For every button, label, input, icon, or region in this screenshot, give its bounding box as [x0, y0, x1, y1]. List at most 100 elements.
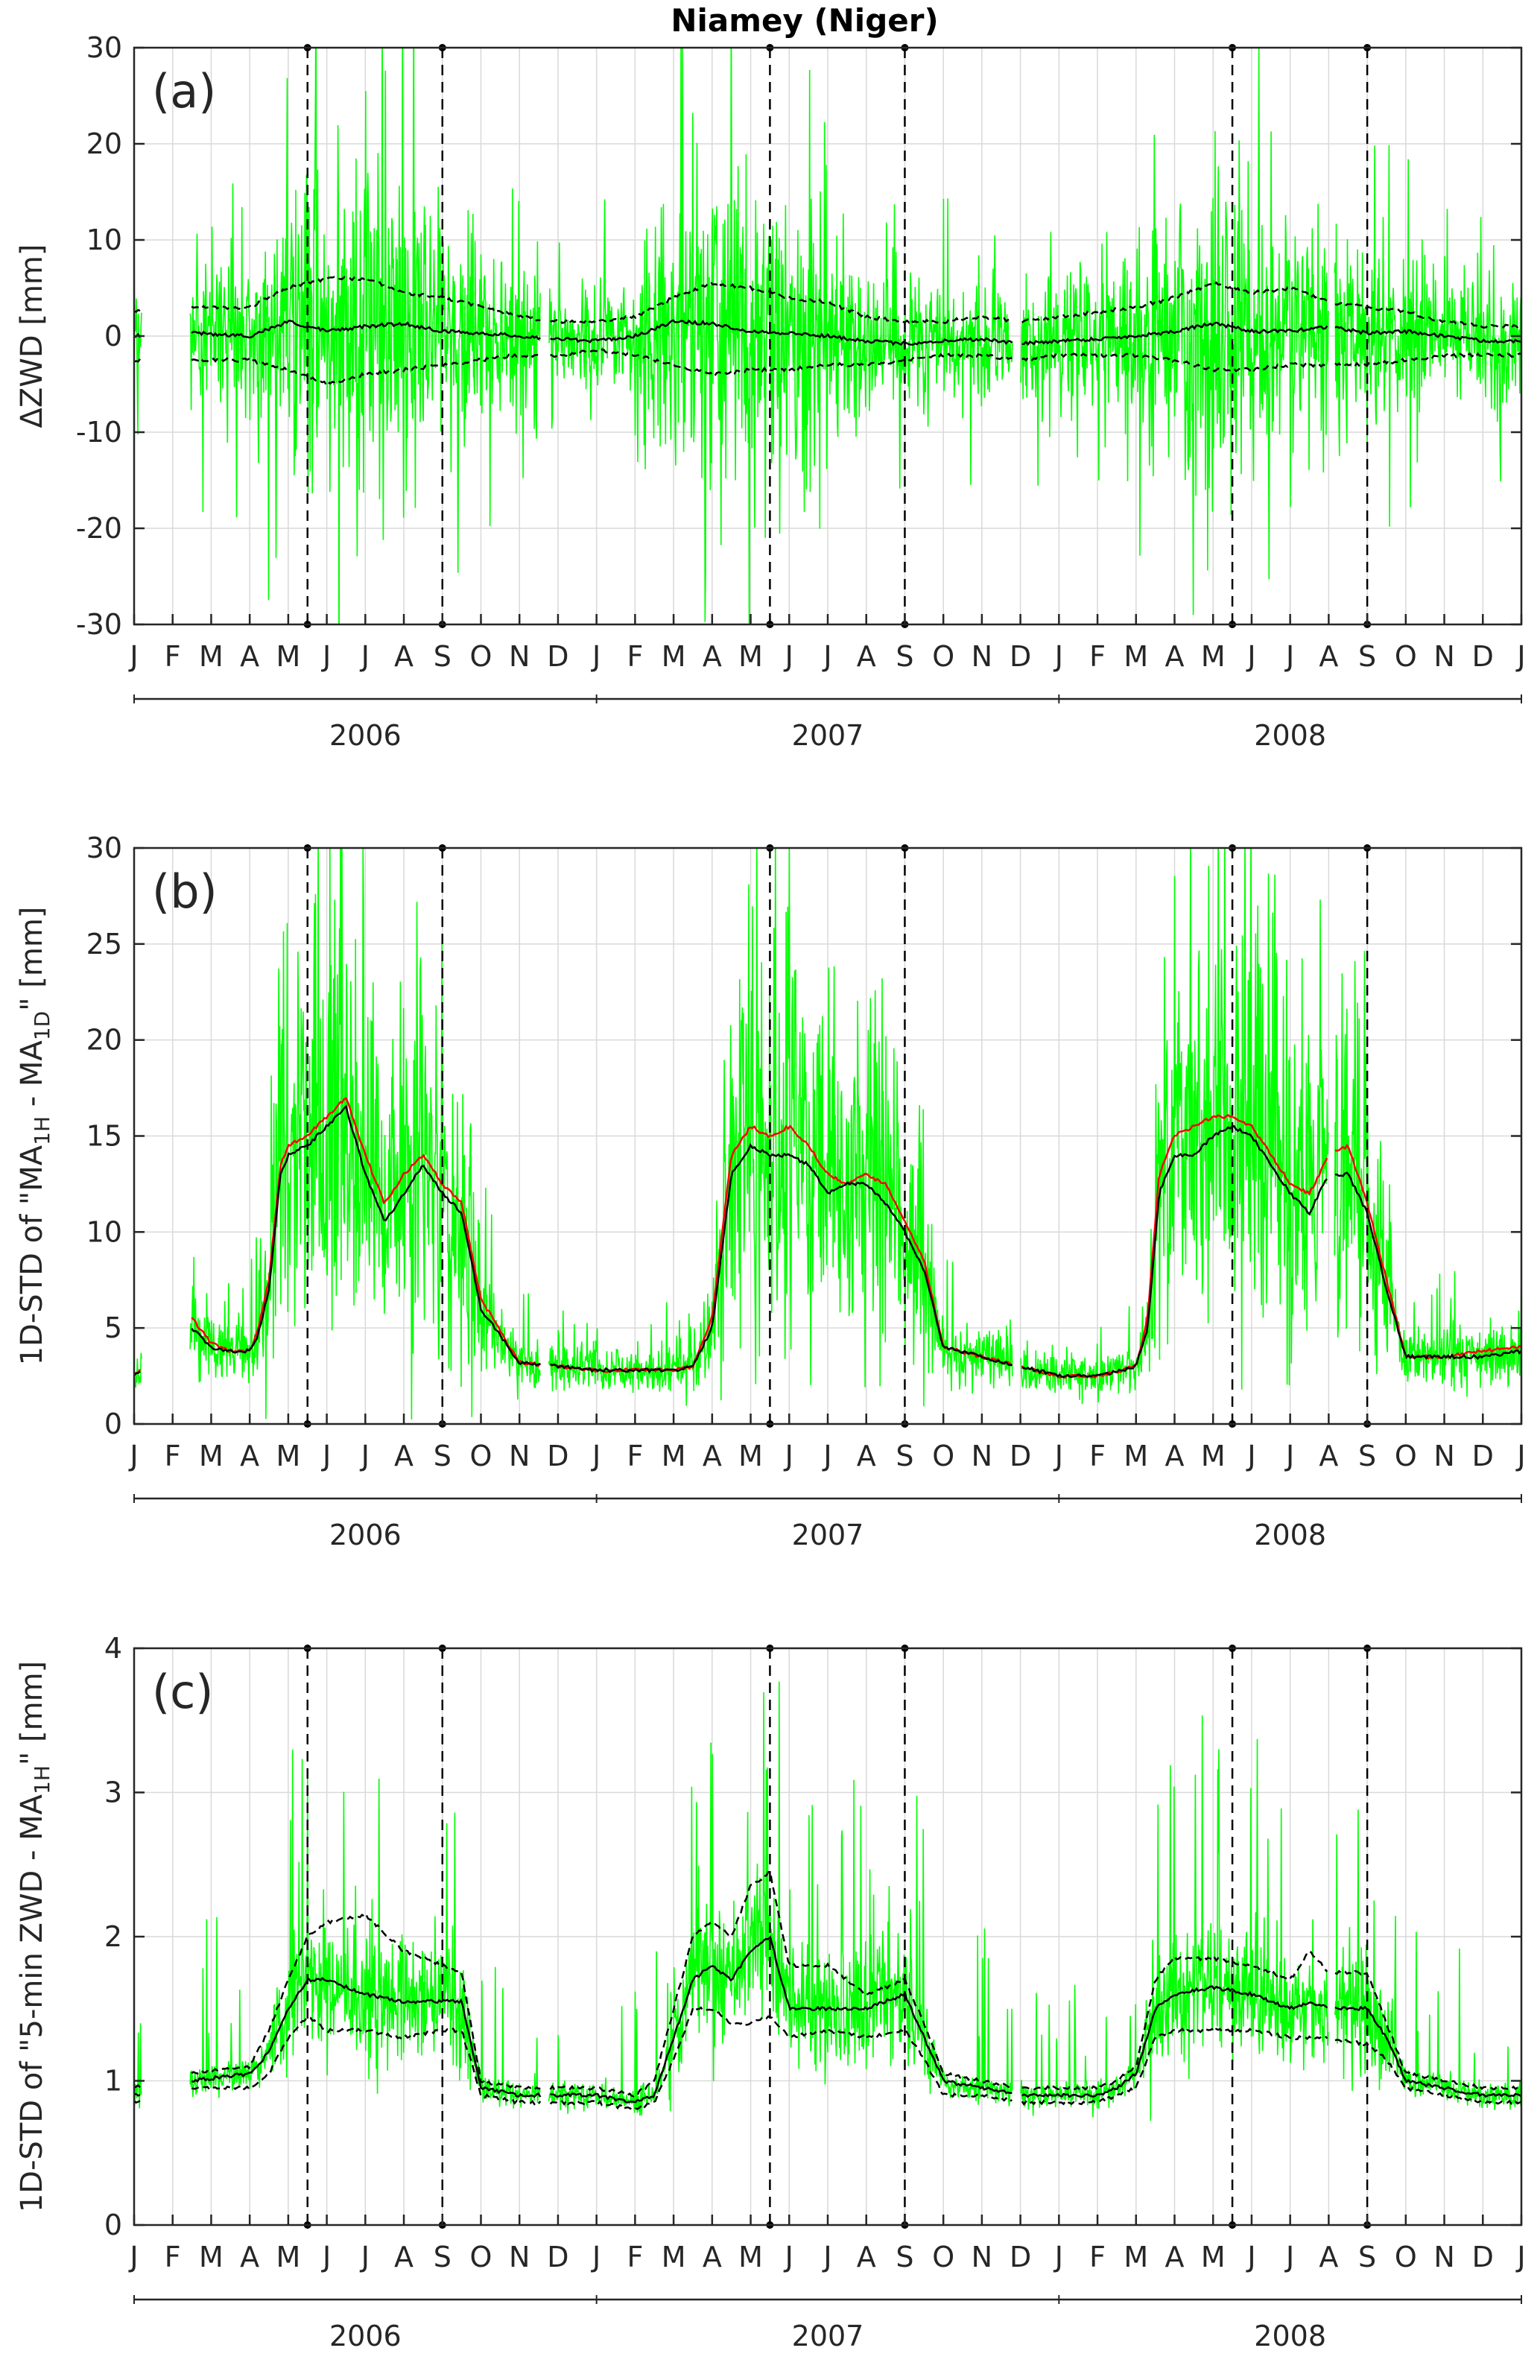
- panel-label: (b): [152, 864, 218, 919]
- x-tick-label: J: [1246, 1440, 1255, 1472]
- x-tick-label: A: [703, 2241, 722, 2273]
- x-tick-label: S: [1358, 2241, 1376, 2273]
- x-tick-label: M: [1124, 2241, 1148, 2273]
- x-tick-label: N: [972, 2241, 992, 2273]
- x-tick-label: J: [784, 640, 793, 673]
- y-tick-label: 0: [104, 1408, 122, 1440]
- y-tick-label: -10: [76, 416, 122, 449]
- x-tick-label: S: [434, 640, 451, 673]
- x-tick-label: D: [547, 640, 568, 673]
- x-tick-label: A: [857, 1440, 876, 1472]
- x-tick-label: M: [199, 1440, 224, 1472]
- x-tick-label: O: [932, 2241, 954, 2273]
- x-tick-label: J: [321, 2241, 331, 2273]
- raw-series: [134, 48, 1521, 624]
- lower-envelope-line: [134, 348, 1521, 387]
- x-tick-label: M: [662, 2241, 686, 2273]
- x-tick-label: S: [1358, 640, 1376, 673]
- x-tick-label: J: [1053, 2241, 1063, 2273]
- x-tick-label: A: [703, 1440, 722, 1472]
- x-tick-label: M: [199, 2241, 224, 2273]
- x-tick-label: M: [1124, 1440, 1148, 1472]
- y-tick-label: 0: [104, 320, 122, 352]
- x-tick-label: M: [276, 640, 300, 673]
- x-tick-label: J: [1053, 640, 1063, 673]
- x-tick-label: F: [1089, 1440, 1106, 1472]
- x-tick-label: A: [240, 2241, 259, 2273]
- x-tick-label: O: [470, 2241, 492, 2273]
- x-tick-label: J: [1246, 2241, 1255, 2273]
- x-tick-label: F: [165, 1440, 181, 1472]
- y-tick-label: -20: [76, 512, 122, 545]
- year-label: 2007: [792, 2320, 864, 2352]
- x-tick-label: D: [1010, 640, 1031, 673]
- x-tick-label: J: [128, 2241, 138, 2273]
- x-tick-label: S: [1358, 1440, 1376, 1472]
- x-tick-label: N: [509, 2241, 530, 2273]
- x-tick-label: D: [1472, 640, 1494, 673]
- x-tick-label: J: [784, 1440, 793, 1472]
- plot-area: [134, 48, 1521, 624]
- x-tick-label: J: [360, 640, 370, 673]
- x-tick-label: A: [240, 640, 259, 673]
- x-tick-label: S: [896, 1440, 913, 1472]
- x-tick-label: F: [165, 640, 181, 673]
- x-tick-label: S: [896, 2241, 913, 2273]
- x-tick-label: O: [932, 1440, 954, 1472]
- x-tick-label: J: [128, 640, 138, 673]
- x-tick-label: M: [1124, 640, 1148, 673]
- y-tick-label: 30: [86, 31, 122, 64]
- x-tick-label: M: [276, 1440, 300, 1472]
- x-tick-label: J: [1515, 1440, 1525, 1472]
- panel-label: (c): [152, 1665, 213, 1719]
- y-tick-label: 15: [86, 1120, 122, 1153]
- x-tick-label: O: [1395, 2241, 1417, 2273]
- x-tick-label: A: [1319, 2241, 1338, 2273]
- x-tick-label: A: [1165, 1440, 1185, 1472]
- x-tick-label: A: [857, 640, 876, 673]
- x-tick-label: A: [857, 2241, 876, 2273]
- x-tick-label: M: [738, 640, 763, 673]
- year-label: 2006: [329, 1519, 402, 1551]
- x-tick-label: J: [1515, 640, 1525, 673]
- y-tick-label: 30: [86, 832, 122, 864]
- x-tick-label: J: [1246, 640, 1255, 673]
- x-tick-label: F: [1089, 2241, 1106, 2273]
- x-tick-label: M: [738, 2241, 763, 2273]
- y-tick-label: 3: [104, 1776, 122, 1809]
- y-tick-label: -30: [76, 608, 122, 641]
- year-label: 2008: [1254, 2320, 1326, 2352]
- x-tick-label: J: [822, 2241, 831, 2273]
- x-tick-label: N: [509, 1440, 530, 1472]
- x-tick-label: M: [1201, 640, 1226, 673]
- x-tick-label: F: [627, 640, 643, 673]
- x-tick-label: A: [1319, 1440, 1338, 1472]
- x-tick-label: N: [972, 1440, 992, 1472]
- x-tick-label: J: [1284, 1440, 1294, 1472]
- y-tick-label: 0: [104, 2209, 122, 2241]
- x-tick-label: O: [1395, 640, 1417, 673]
- x-tick-label: A: [1165, 640, 1185, 673]
- y-axis-label: 1D-STD of "MA1H - MA1D" [mm]: [15, 907, 54, 1366]
- x-tick-label: N: [1433, 640, 1454, 673]
- x-tick-label: J: [360, 1440, 370, 1472]
- year-label: 2007: [792, 719, 864, 752]
- x-tick-label: J: [822, 1440, 831, 1472]
- x-tick-label: S: [434, 2241, 451, 2273]
- x-tick-label: S: [434, 1440, 451, 1472]
- x-tick-label: M: [276, 2241, 300, 2273]
- y-tick-label: 10: [86, 1215, 122, 1248]
- x-tick-label: F: [165, 2241, 181, 2273]
- y-tick-label: 2: [104, 1920, 122, 1953]
- x-tick-label: N: [509, 640, 530, 673]
- x-tick-label: A: [394, 640, 413, 673]
- y-tick-label: 25: [86, 928, 122, 960]
- mean-line: [134, 1104, 1521, 1379]
- x-tick-label: N: [1433, 1440, 1454, 1472]
- y-tick-label: 4: [104, 1632, 122, 1665]
- x-tick-label: O: [932, 640, 954, 673]
- x-tick-label: M: [662, 1440, 686, 1472]
